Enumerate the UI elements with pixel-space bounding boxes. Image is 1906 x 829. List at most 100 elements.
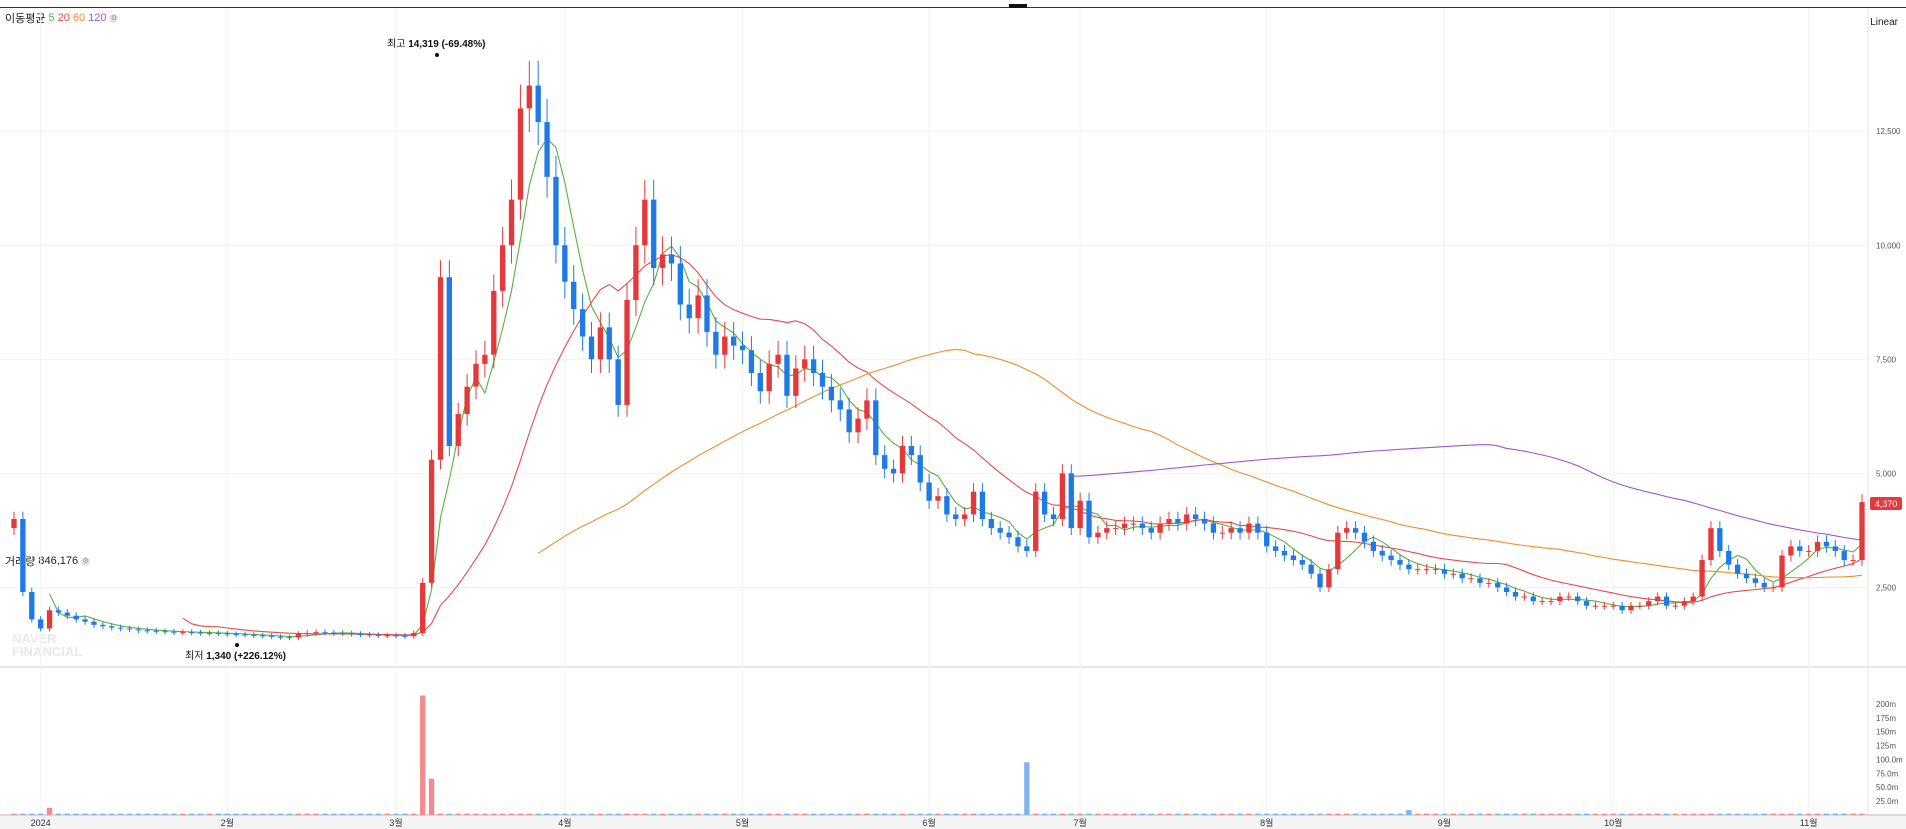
candle-body [455, 414, 461, 446]
candle-body [1210, 523, 1217, 533]
candle-body [189, 632, 195, 634]
volume-bar [961, 813, 968, 815]
candle [402, 633, 408, 639]
candle-body [1423, 569, 1430, 571]
volume-legend: 거래량 846,176 ⚙ [5, 553, 91, 569]
pane-resize-handle[interactable] [1009, 4, 1027, 8]
candle [1734, 559, 1741, 579]
ma60-label[interactable]: 60 [72, 12, 86, 24]
ma5-line [49, 137, 1863, 638]
candle-body [1121, 523, 1128, 529]
candle [1184, 506, 1190, 531]
candle-body [384, 635, 390, 637]
candle-body [1379, 550, 1385, 556]
volume-bar [1566, 813, 1572, 815]
candle [206, 630, 213, 636]
x-axis-band [0, 815, 1906, 829]
candle [366, 631, 373, 638]
ma5-label[interactable]: 5 [48, 12, 55, 24]
volume-bar [286, 813, 293, 815]
candle-body [1806, 550, 1812, 552]
volume-bar [153, 813, 159, 815]
candle [1459, 568, 1465, 584]
candle-body [1592, 605, 1599, 607]
volume-bar [979, 813, 986, 815]
candle [348, 630, 355, 637]
volume-bar [1406, 810, 1412, 815]
volume-bar [1139, 813, 1146, 815]
volume-bar [659, 813, 666, 815]
candle-body [1601, 605, 1608, 607]
volume-bar [997, 813, 1003, 815]
candle-body [1344, 528, 1350, 533]
scale-mode-button[interactable]: Linear [1870, 17, 1898, 28]
candle [526, 60, 532, 133]
volume-bar [553, 813, 559, 815]
volume-bar [819, 813, 826, 815]
candle-body [1841, 550, 1847, 561]
candle [1104, 521, 1110, 540]
candle [704, 279, 710, 347]
volume-bar [926, 813, 932, 815]
candle [1130, 516, 1137, 531]
volume-bar [1015, 813, 1021, 815]
settings-gear-icon[interactable]: ⚙ [109, 13, 119, 23]
candle-body [1166, 519, 1172, 524]
volume-bar [1459, 813, 1465, 815]
candle [313, 629, 319, 636]
candle [1770, 582, 1776, 592]
legend-title: 이동평균 [5, 13, 46, 25]
candle [1628, 601, 1634, 614]
candle [1210, 516, 1217, 540]
candle [215, 630, 222, 637]
candle-body [464, 386, 470, 415]
volume-bar [1415, 813, 1421, 815]
candle-body [348, 633, 355, 635]
candle [109, 623, 115, 631]
candle-body [739, 345, 746, 351]
candle-body [375, 634, 381, 636]
volume-bar [73, 813, 79, 815]
candle-body [100, 624, 106, 627]
candle [775, 340, 781, 378]
volume-bar [1246, 813, 1252, 815]
candle-body [1397, 560, 1403, 565]
ma120-label[interactable]: 120 [88, 12, 107, 24]
candle-body [651, 199, 657, 269]
current-price-value: 4,370 [1875, 499, 1898, 509]
candle [1841, 544, 1847, 566]
volume-bar [935, 813, 941, 815]
volume-bar [864, 813, 870, 815]
candle [810, 345, 817, 387]
volume-bar [1779, 813, 1785, 815]
candle [926, 473, 932, 509]
candle [1717, 521, 1723, 557]
candle-body [979, 491, 986, 519]
candle [757, 359, 763, 404]
candle [651, 179, 657, 286]
candle [1406, 559, 1412, 575]
candle [1832, 540, 1839, 557]
candle [571, 264, 577, 325]
candle-body [1192, 514, 1199, 519]
candle [615, 345, 621, 417]
candle-body [1264, 532, 1270, 547]
candle [55, 606, 62, 617]
volume-bar [1388, 813, 1394, 815]
candle [375, 632, 381, 638]
candle-body [1761, 582, 1767, 588]
candle [384, 632, 390, 638]
volume-settings-gear-icon[interactable]: ⚙ [81, 556, 91, 566]
candle-body [1432, 569, 1439, 571]
candle-body [961, 514, 968, 519]
price-y-tick: 10,000 [1876, 241, 1901, 250]
candle [1503, 582, 1510, 597]
candle [1690, 592, 1696, 606]
volume-bar [615, 813, 621, 815]
volume-bar [260, 813, 266, 815]
ma20-label[interactable]: 20 [57, 12, 70, 24]
candle-body [304, 633, 310, 635]
candle-body [1566, 596, 1572, 598]
candle-body [1281, 550, 1288, 556]
